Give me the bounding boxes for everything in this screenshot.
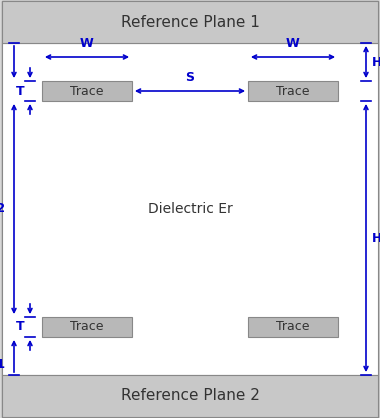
Text: Reference Plane 2: Reference Plane 2 <box>120 388 260 403</box>
Text: Trace: Trace <box>70 321 104 334</box>
Bar <box>42 81 132 101</box>
Text: T: T <box>15 321 24 334</box>
Text: Trace: Trace <box>276 321 310 334</box>
Text: T: T <box>15 84 24 97</box>
Text: H1: H1 <box>0 359 6 372</box>
Bar <box>2 375 378 417</box>
Bar <box>2 1 378 43</box>
Bar <box>42 317 132 337</box>
Text: S: S <box>185 71 195 84</box>
Text: H2: H2 <box>0 202 6 216</box>
Text: Reference Plane 1: Reference Plane 1 <box>120 15 260 30</box>
Text: Trace: Trace <box>70 84 104 97</box>
Bar <box>248 81 338 101</box>
Bar <box>2 43 378 375</box>
Text: Dielectric Er: Dielectric Er <box>147 202 233 216</box>
Text: H1: H1 <box>372 56 380 69</box>
Text: W: W <box>286 37 300 50</box>
Text: W: W <box>80 37 94 50</box>
Text: Trace: Trace <box>276 84 310 97</box>
Text: H2: H2 <box>372 232 380 245</box>
Bar <box>248 317 338 337</box>
